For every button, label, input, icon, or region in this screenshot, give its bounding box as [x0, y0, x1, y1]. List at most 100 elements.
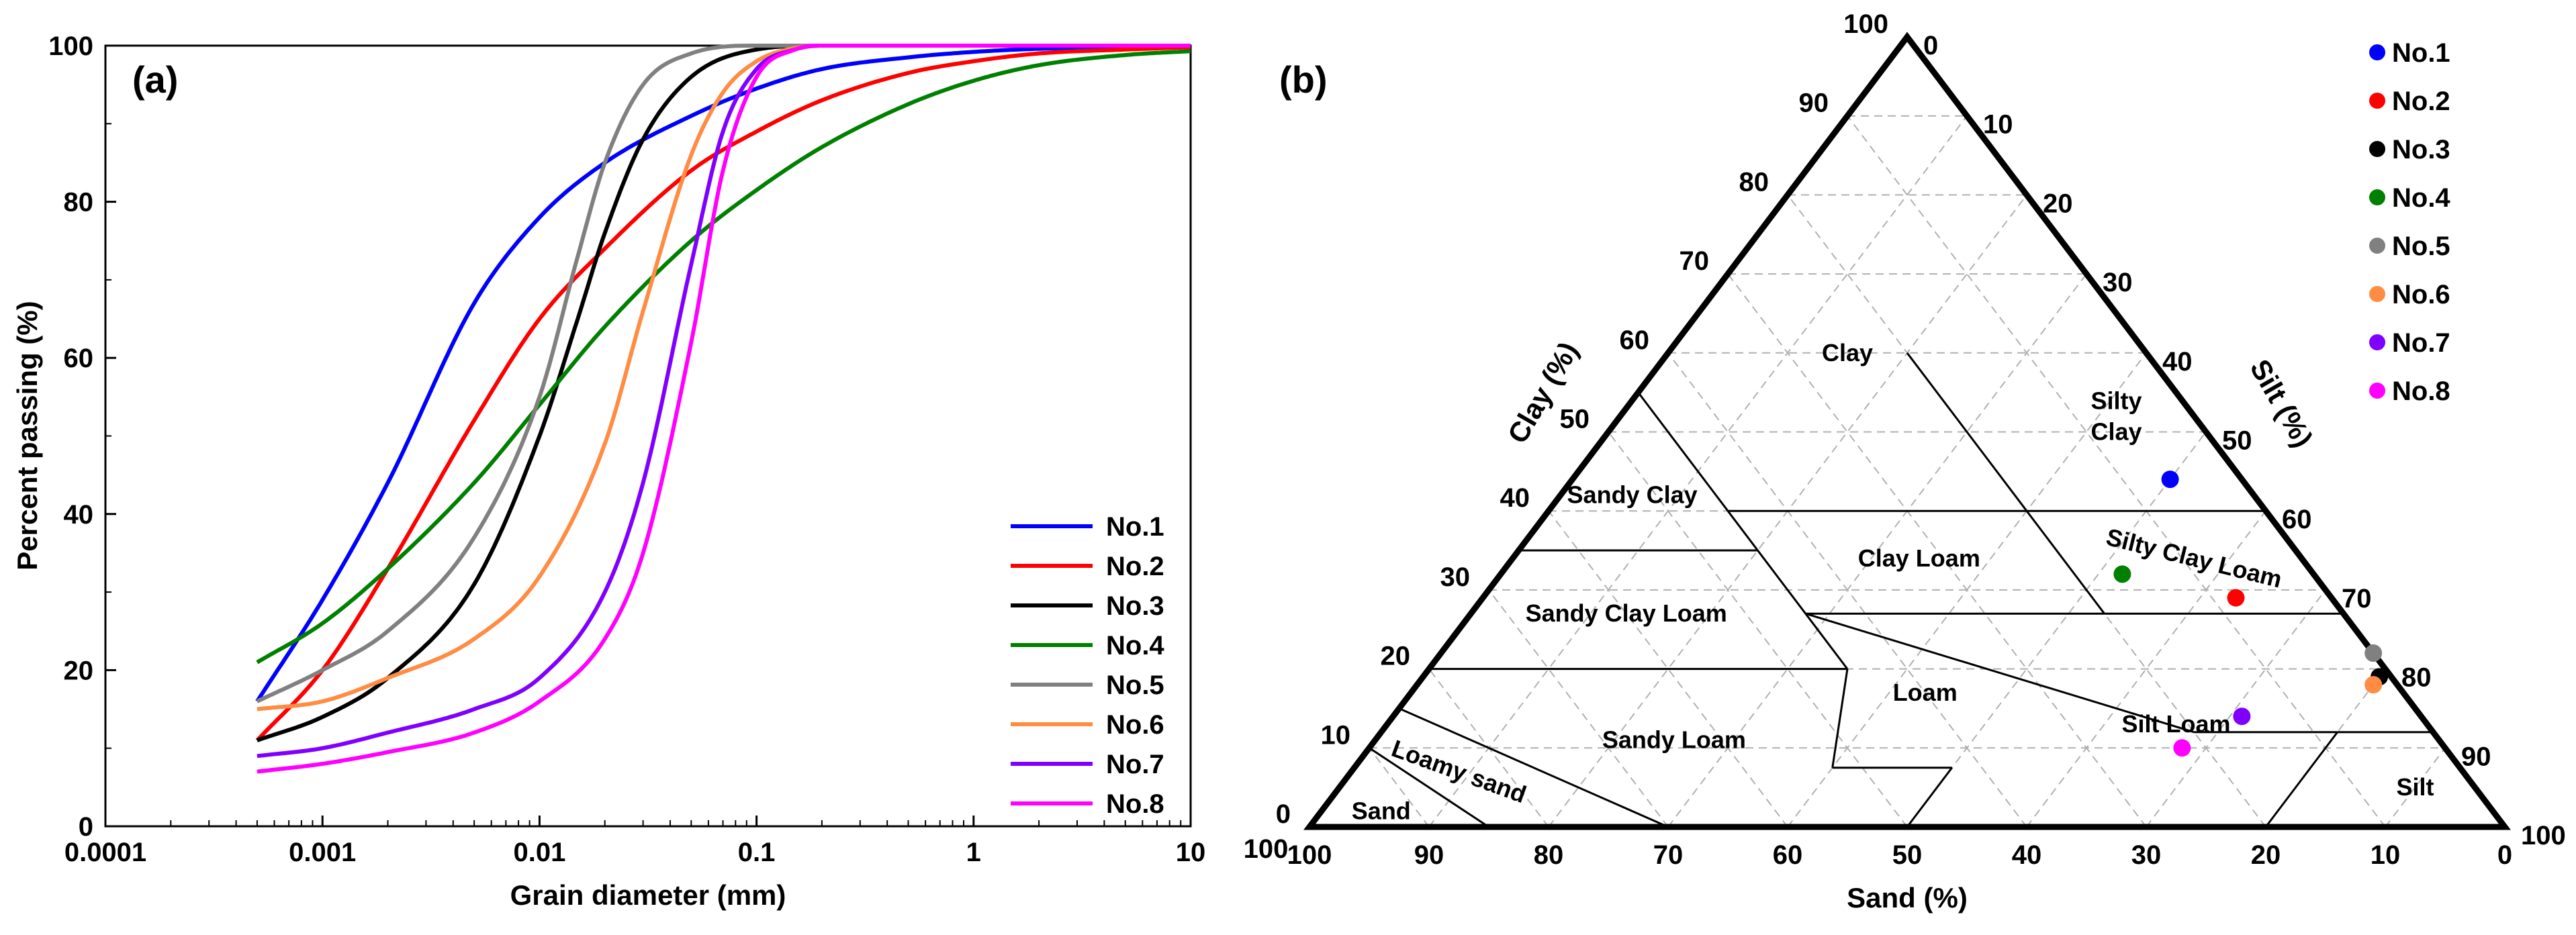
- silt-gridline: [2026, 510, 2266, 828]
- y-tick-label: 0: [79, 812, 93, 842]
- curve-no2: [255, 45, 1191, 742]
- texture-boundary: [1906, 767, 1953, 828]
- clay-tick-label: 0: [1276, 799, 1291, 829]
- texture-boundary: [2025, 510, 2105, 615]
- region-label: Clay: [1822, 339, 1873, 366]
- legend-marker: [2369, 383, 2385, 399]
- x-axis-label: Grain diameter (mm): [510, 879, 786, 911]
- legend-label: No.4: [2392, 183, 2450, 213]
- legend-label: No.4: [1106, 631, 1164, 660]
- sand-tick-label: 50: [1892, 840, 1923, 870]
- silt-gridline: [2385, 747, 2446, 828]
- ternary-ticks: 100 90 80 70 60 50 40 30 20 10 0100010203040506070…: [1244, 9, 2566, 870]
- legend-marker: [2369, 189, 2385, 205]
- sand-tick-label: 40: [2012, 840, 2042, 870]
- x-tick-label: 0.0001: [64, 838, 146, 867]
- region-label: Loam: [1893, 679, 1958, 706]
- legend-marker: [2369, 286, 2385, 302]
- clay-tick-label: 40: [1500, 483, 1530, 513]
- clay-tick-label: 100: [1843, 9, 1888, 39]
- point-no6: [2364, 676, 2383, 694]
- silt-tick-label: 0: [1923, 31, 1938, 60]
- clay-tick-label: 90: [1799, 89, 1829, 118]
- silt-tick-label: 70: [2342, 584, 2372, 613]
- legend-label: No.8: [2392, 377, 2450, 406]
- y-tick-label: 80: [64, 188, 94, 217]
- legend-marker: [2369, 238, 2385, 254]
- texture-boundary: [1727, 510, 1759, 551]
- texture-boundary: [1637, 391, 1729, 512]
- texture-boundary: [1369, 747, 1489, 828]
- texture-boundaries: [1369, 352, 2434, 828]
- legend-label: No.6: [1106, 710, 1164, 740]
- silt-tick-label: 80: [2401, 663, 2432, 693]
- legend-label: No.5: [2392, 232, 2450, 261]
- clay-tick-label: 20: [1381, 642, 1411, 671]
- legend-label: No.1: [2392, 38, 2450, 68]
- silt-tick-label: 10: [1983, 110, 2013, 140]
- legend-label: No.2: [2392, 87, 2450, 116]
- y-tick-label: 60: [64, 344, 94, 373]
- sand-axis-label: Sand (%): [1847, 882, 1968, 914]
- silt-tick-label: 100: [2521, 821, 2566, 850]
- legend-label: No.8: [1106, 789, 1164, 819]
- x-tick-label: 0.1: [738, 838, 776, 867]
- region-label: Sandy Clay: [1567, 481, 1698, 509]
- sand-gridline: [1548, 510, 1788, 828]
- y-tick-label: 20: [64, 656, 94, 685]
- texture-boundary: [2264, 731, 2338, 828]
- region-label: Clay Loam: [1858, 544, 1980, 572]
- point-no4: [2113, 565, 2131, 583]
- clay-tick-label: 50: [1560, 405, 1590, 434]
- point-no7: [2233, 707, 2251, 726]
- y-axis-label: Percent passing (%): [11, 301, 43, 570]
- curve-no7: [257, 44, 1191, 758]
- silt-tick-label: 60: [2282, 505, 2312, 534]
- texture-class-labels: Clay Silty Clay Sandy Clay Clay Loam Silty Cl…: [1352, 339, 2434, 825]
- triangle-frame: [1303, 32, 2512, 830]
- curve-no4: [256, 49, 1191, 665]
- silt-tick-label: 50: [2222, 426, 2252, 456]
- legend-marker: [2369, 44, 2385, 60]
- legend: No.1 No.2 No.3 No.4 No.5 No.6 No.7 No.8: [2369, 38, 2450, 406]
- sand-tick-label: 90: [1414, 840, 1444, 870]
- silt-tick-label: 40: [2162, 347, 2193, 377]
- y-tick-label: 100: [48, 32, 93, 61]
- legend-marker: [2369, 141, 2385, 157]
- legend-label: No.3: [2392, 135, 2450, 164]
- point-no8: [2173, 739, 2191, 757]
- curve-no5: [256, 44, 1191, 703]
- sand-tick-label: 70: [1653, 840, 1684, 870]
- legend: No.1 No.2 No.3 No.4 No.5 No.6 No.7 No.8: [1011, 512, 1164, 819]
- texture-boundary: [1831, 669, 1849, 768]
- silt-tick-label: 20: [2043, 189, 2073, 218]
- texture-boundary: [1805, 612, 2195, 734]
- gradation-curves: [255, 44, 1191, 774]
- panel-label-a: (a): [132, 58, 178, 101]
- curve-no6: [257, 44, 1191, 711]
- legend-label: No.7: [1106, 750, 1164, 779]
- clay-tick-label: 70: [1680, 246, 1710, 276]
- legend-label: No.3: [1106, 591, 1164, 621]
- panel-label-b: (b): [1279, 58, 1328, 101]
- x-axis-ticks: 0.0001 0.001 0.01 0.1 1 10: [64, 816, 1205, 867]
- silt-gridline: [2146, 589, 2326, 828]
- x-tick-label: 0.001: [289, 838, 356, 867]
- region-label: Silt Loam: [2121, 710, 2230, 738]
- sand-gridline: [1847, 115, 2386, 828]
- legend-label: No.5: [1106, 671, 1164, 700]
- clay-tick-label: 80: [1739, 167, 1769, 197]
- sand-tick-label: 10: [2371, 840, 2401, 870]
- legend-marker: [2369, 334, 2385, 350]
- ternary-grid: [1369, 115, 2446, 828]
- sand-tick-label: 20: [2251, 840, 2281, 870]
- texture-boundary: [1757, 550, 1806, 615]
- legend-label: No.2: [1106, 552, 1164, 581]
- sand-tick-label: 100: [1244, 834, 1289, 864]
- point-no5: [2364, 644, 2383, 662]
- region-label: Sandy Loam: [1602, 726, 1746, 754]
- sand-gridline: [1608, 431, 1908, 828]
- sand-tick-label: 60: [1773, 840, 1803, 870]
- clay-tick-label: 60: [1620, 326, 1650, 355]
